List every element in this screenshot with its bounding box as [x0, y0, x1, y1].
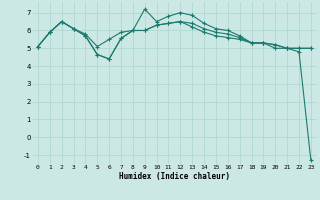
X-axis label: Humidex (Indice chaleur): Humidex (Indice chaleur) [119, 172, 230, 181]
